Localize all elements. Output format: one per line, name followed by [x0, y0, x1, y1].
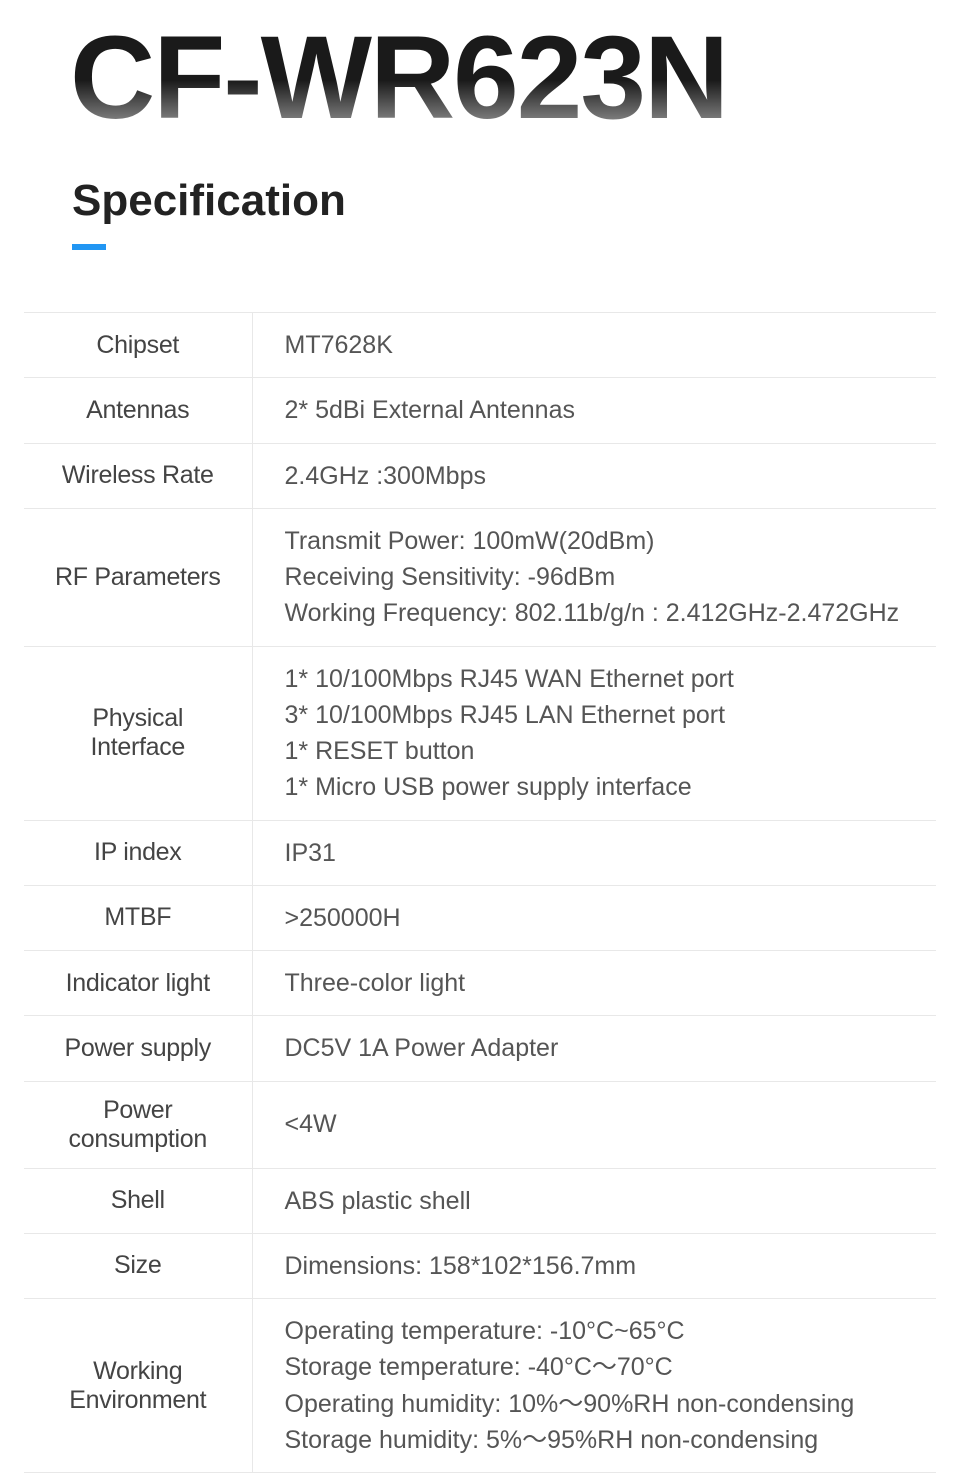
- spec-value: MT7628K: [252, 313, 936, 378]
- spec-label: Power consumption: [24, 1081, 252, 1168]
- spec-label: MTBF: [24, 885, 252, 950]
- table-row: Indicator lightThree-color light: [24, 951, 936, 1016]
- spec-label: IP index: [24, 820, 252, 885]
- table-row: Power consumption<4W: [24, 1081, 936, 1168]
- product-model-title: CF-WR623N: [0, 0, 960, 146]
- spec-label: Indicator light: [24, 951, 252, 1016]
- spec-label: Chipset: [24, 313, 252, 378]
- spec-value: <4W: [252, 1081, 936, 1168]
- section-heading: Specification: [0, 146, 960, 226]
- spec-value: >250000H: [252, 885, 936, 950]
- spec-label: Working Environment: [24, 1299, 252, 1473]
- spec-value: Three-color light: [252, 951, 936, 1016]
- table-row: Working EnvironmentOperating temperature…: [24, 1299, 936, 1473]
- table-row: SizeDimensions: 158*102*156.7mm: [24, 1233, 936, 1298]
- spec-value: 2* 5dBi External Antennas: [252, 378, 936, 443]
- spec-label: Power supply: [24, 1016, 252, 1081]
- table-row: Physical Interface1* 10/100Mbps RJ45 WAN…: [24, 646, 936, 820]
- spec-label: RF Parameters: [24, 508, 252, 646]
- spec-label: Physical Interface: [24, 646, 252, 820]
- spec-label: Shell: [24, 1168, 252, 1233]
- spec-value: Operating temperature: -10°C~65°CStorage…: [252, 1299, 936, 1473]
- spec-value: DC5V 1A Power Adapter: [252, 1016, 936, 1081]
- table-row: MTBF>250000H: [24, 885, 936, 950]
- spec-label: Wireless Rate: [24, 443, 252, 508]
- spec-value: IP31: [252, 820, 936, 885]
- table-row: Power supplyDC5V 1A Power Adapter: [24, 1016, 936, 1081]
- table-row: IP indexIP31: [24, 820, 936, 885]
- spec-label: Antennas: [24, 378, 252, 443]
- table-row: Wireless Rate2.4GHz :300Mbps: [24, 443, 936, 508]
- table-row: ChipsetMT7628K: [24, 313, 936, 378]
- spec-value: 1* 10/100Mbps RJ45 WAN Ethernet port3* 1…: [252, 646, 936, 820]
- spec-value: 2.4GHz :300Mbps: [252, 443, 936, 508]
- table-row: Antennas2* 5dBi External Antennas: [24, 378, 936, 443]
- spec-value: Dimensions: 158*102*156.7mm: [252, 1233, 936, 1298]
- heading-underline: [72, 244, 106, 250]
- specification-table-body: ChipsetMT7628KAntennas2* 5dBi External A…: [24, 313, 936, 1473]
- table-row: RF ParametersTransmit Power: 100mW(20dBm…: [24, 508, 936, 646]
- specification-table: ChipsetMT7628KAntennas2* 5dBi External A…: [24, 312, 936, 1473]
- spec-label: Size: [24, 1233, 252, 1298]
- spec-value: Transmit Power: 100mW(20dBm)Receiving Se…: [252, 508, 936, 646]
- table-row: ShellABS plastic shell: [24, 1168, 936, 1233]
- spec-value: ABS plastic shell: [252, 1168, 936, 1233]
